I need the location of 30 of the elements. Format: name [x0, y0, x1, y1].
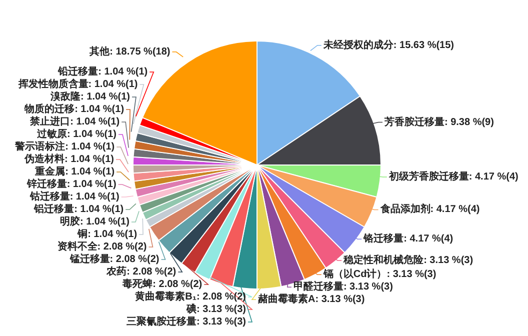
- slice-label: 芳香胺迁移量: 9.38 %(9): [383, 116, 494, 128]
- slice-label: 初级芳香胺迁移量: 4.17 %(4): [388, 170, 518, 182]
- slice-label: 铅迁移量: 1.04 %(1): [57, 66, 148, 78]
- slice-label: 禁止进口: 1.04 %(1): [29, 116, 120, 128]
- slice-label: 未经授权的成分: 15.63 %(15): [322, 38, 454, 51]
- slice-label: 碘: 3.13 %(3): [186, 303, 246, 315]
- slice-label: 钴迁移量: 1.04 %(1): [28, 190, 120, 202]
- slice-label: 农药: 2.08 %(2): [106, 266, 176, 278]
- slice-label: 镉（以Cd计）: 3.13 %(3): [322, 268, 436, 280]
- slice-label: 铜: 1.04 %(1): [76, 228, 138, 240]
- slice-label: 溴敌隆: 1.04 %(1): [50, 90, 130, 102]
- slice-label: 挥发性物质含量: 1.04 %(1): [17, 78, 138, 90]
- slice-label: 重金属: 1.04 %(1): [34, 166, 115, 178]
- slice-label: 赭曲霉毒素A: 3.13 %(3): [257, 293, 365, 306]
- slice-label: 明胶: 1.04 %(1): [60, 216, 130, 228]
- slice-label: 铬迁移量: 4.17 %(4): [362, 232, 454, 245]
- slice-label: 其他: 18.75 %(18): [88, 45, 170, 58]
- slice-label: 锌迁移量: 1.04 %(1): [26, 178, 116, 190]
- slice-label: 物质的迁移: 1.04 %(1): [24, 103, 124, 115]
- slice-label: 警示语标注: 1.04 %(1): [14, 140, 115, 152]
- slice-label: 三聚氰胺迁移量: 3.13 %(3): [126, 316, 246, 328]
- slice-label: 甲醛迁移量: 3.13 %(3): [293, 280, 393, 293]
- slice-label: 铝迁移量: 1.04 %(1): [33, 203, 124, 215]
- slice-label: 资料不全: 2.08 %(2): [57, 240, 147, 252]
- slice-label: 锰迁移量: 2.08 %(2): [68, 253, 160, 265]
- slice-label: 过敏原: 1.04 %(1): [36, 128, 116, 140]
- slice-label: 毒死蜱: 2.08 %(2): [122, 278, 202, 290]
- slice-label: 稳定性和机械危险: 3.13 %(3): [342, 254, 474, 266]
- slice-label: 食品添加剂: 4.17 %(4): [379, 203, 480, 216]
- slice-label: 伪造材料: 1.04 %(1): [24, 153, 114, 165]
